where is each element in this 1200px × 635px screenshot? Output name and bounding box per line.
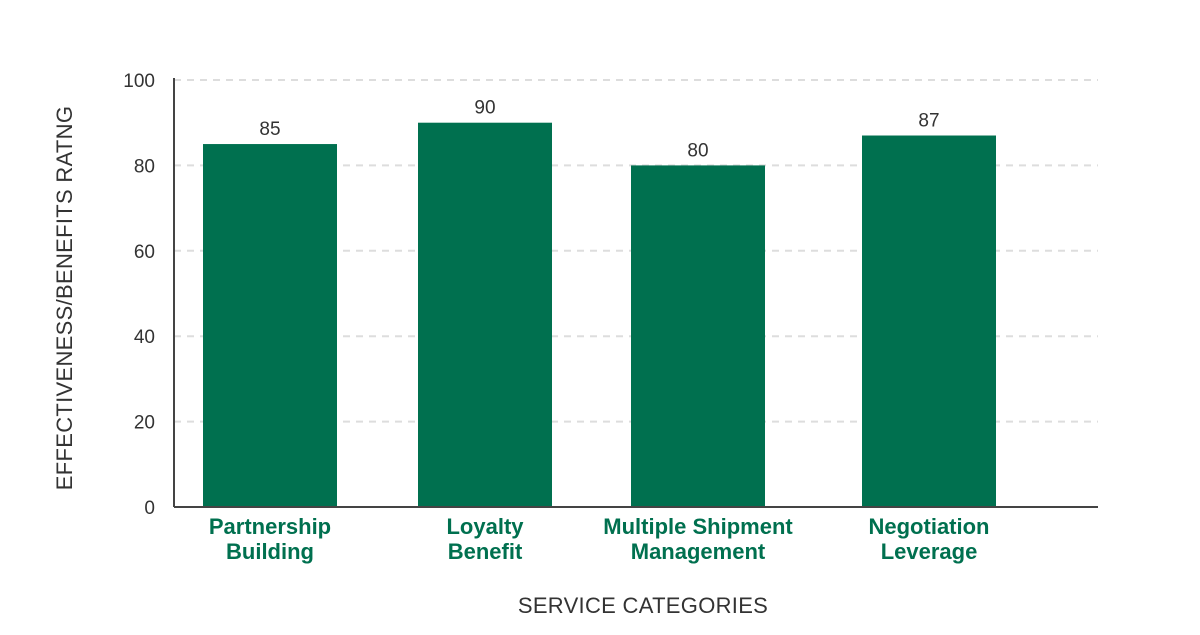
bar (862, 135, 996, 507)
axis-layer (173, 78, 1098, 508)
bar-value-label: 90 (474, 98, 495, 119)
x-category-label: Partnership (209, 514, 331, 539)
bar-value-label: 87 (918, 111, 939, 132)
x-category-label: Loyalty (446, 514, 524, 539)
y-tick-label: 0 (144, 498, 155, 519)
bar-value-label: 80 (687, 140, 708, 161)
y-tick-label: 20 (134, 413, 155, 434)
y-tick-label: 60 (134, 242, 155, 263)
bar (631, 165, 765, 507)
x-category-label: Management (631, 539, 766, 564)
bars-layer (203, 122, 996, 508)
x-category-label: Benefit (448, 539, 523, 564)
bar-value-label: 85 (259, 119, 280, 140)
x-axis-title: SERVICE CATEGORIES (518, 593, 768, 618)
y-tick-label: 40 (134, 327, 155, 348)
x-category-label: Leverage (881, 539, 978, 564)
bar (203, 144, 337, 508)
y-axis-title: EFFECTIVENESS/BENEFITS RATNG (52, 106, 77, 490)
x-category-label: Multiple Shipment (603, 514, 793, 539)
y-tick-label: 100 (123, 71, 155, 92)
y-tick-label: 80 (134, 156, 155, 177)
x-category-label: Building (226, 539, 314, 564)
bar (418, 122, 552, 507)
x-category-label: Negotiation (869, 514, 990, 539)
